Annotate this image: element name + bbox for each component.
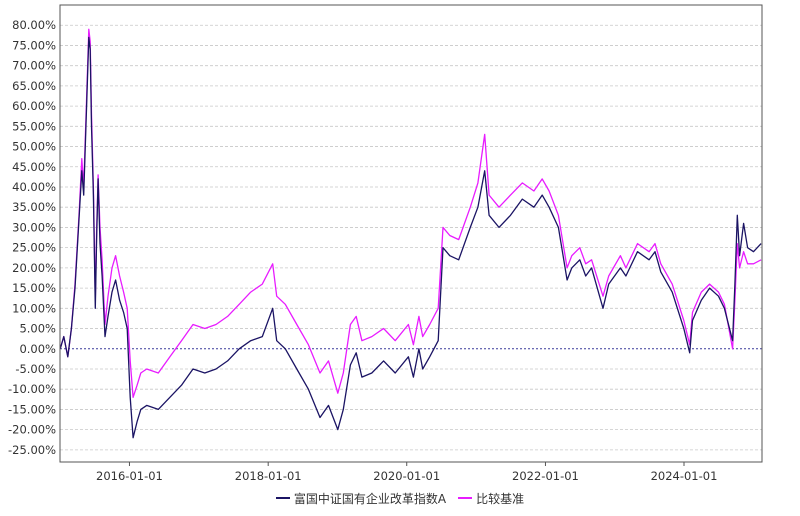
- x-tick-label: 2016-01-01: [96, 469, 163, 483]
- x-tick-label: 2020-01-01: [373, 469, 440, 483]
- y-tick-label: -5.00%: [15, 362, 56, 376]
- y-axis-tick-labels: 80.00% 75.00% 70.00% 65.00% 60.00% 55.00% 50.0…: [8, 18, 56, 457]
- x-axis-tick-labels: 2016-01-01 2018-01-01 2020-01-01 2022-01-01…: [96, 462, 717, 483]
- legend-label-fund: 富国中证国有企业改革指数A: [293, 491, 447, 506]
- plot-border: [59, 4, 763, 463]
- legend-item-benchmark: 比较基准: [458, 490, 524, 507]
- series-line-benchmark: [59, 28, 762, 398]
- y-tick-label: 70.00%: [12, 59, 56, 73]
- legend: 富国中证国有企业改革指数A 比较基准: [0, 488, 800, 508]
- y-tick-label: 50.00%: [12, 140, 56, 154]
- series-line-fund: [59, 36, 762, 439]
- y-tick-label: -20.00%: [8, 423, 56, 437]
- x-tick-label: 2022-01-01: [512, 469, 579, 483]
- y-tick-label: 30.00%: [12, 220, 56, 234]
- legend-label-benchmark: 比较基准: [476, 491, 525, 506]
- x-tick-label: 2024-01-01: [651, 469, 718, 483]
- y-tick-label: 40.00%: [12, 180, 56, 194]
- y-tick-label: 15.00%: [12, 281, 56, 295]
- y-tick-label: -15.00%: [8, 402, 56, 416]
- y-tick-label: 45.00%: [12, 160, 56, 174]
- y-tick-label: 80.00%: [12, 18, 56, 32]
- y-tick-label: -10.00%: [8, 382, 56, 396]
- series-lines: [59, 28, 762, 439]
- legend-item-fund: 富国中证国有企业改革指数A: [275, 490, 447, 507]
- y-tick-label: 5.00%: [19, 322, 56, 336]
- x-tick-label: 2018-01-01: [235, 469, 302, 483]
- legend-swatch-benchmark: [458, 497, 473, 499]
- legend-swatch-fund: [275, 497, 290, 499]
- y-tick-label: 20.00%: [12, 261, 56, 275]
- y-tick-label: 60.00%: [12, 99, 56, 113]
- y-tick-label: 10.00%: [12, 301, 56, 315]
- y-tick-label: 65.00%: [12, 79, 56, 93]
- y-tick-label: 0.00%: [19, 342, 56, 356]
- y-tick-label: 25.00%: [12, 241, 56, 255]
- y-tick-label: 35.00%: [12, 200, 56, 214]
- y-tick-label: 55.00%: [12, 119, 56, 133]
- grid-lines: [60, 24, 762, 451]
- y-tick-label: 75.00%: [12, 38, 56, 52]
- y-tick-label: -25.00%: [8, 443, 56, 457]
